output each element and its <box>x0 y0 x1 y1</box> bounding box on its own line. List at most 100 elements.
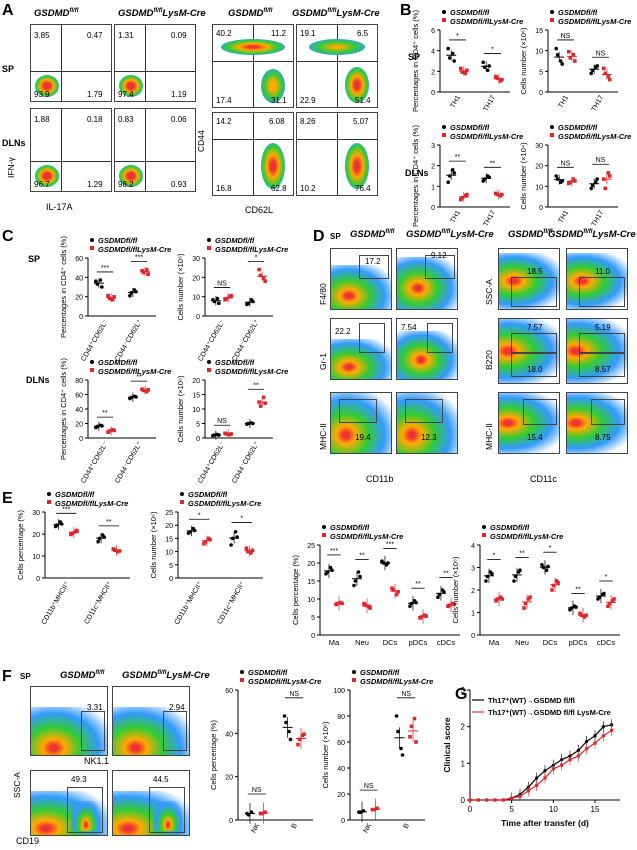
b-sp-num-legend-ctrl: GSDMDfl/fl <box>558 8 598 17</box>
e-right-num-point-ko <box>528 595 532 599</box>
e-right-pct-point-ko <box>368 606 372 610</box>
e-right-pct-ytick-label: 5 <box>311 615 315 622</box>
c-sp-num-legend-marker-ko <box>207 246 211 250</box>
e-left-num-ytick-label: 20 <box>165 523 173 530</box>
g-series-line-0 <box>470 724 612 801</box>
b-sp-num-point-ctrl <box>560 62 564 66</box>
g-series-line-1 <box>470 729 612 801</box>
e-left-pct-point-ko <box>111 547 116 551</box>
c-dln-pct-legend-ctrl: GSDMDfl/fl <box>98 358 138 367</box>
e-right-pct-point-ko <box>362 601 366 606</box>
f-num-ylabel: Cells number (×10⁶) <box>321 721 330 789</box>
header-ctrl: GSDMDfl/fl <box>34 8 79 20</box>
e-right-num-xtick-label: DCs <box>543 638 558 647</box>
f-pct-ytick-label: 60 <box>225 688 233 695</box>
panel-letter-b: B <box>400 2 412 19</box>
c-sp-num-ytick-label: 20 <box>192 275 200 282</box>
g-point <box>468 798 472 802</box>
c-sp-num-point-ko <box>257 267 261 272</box>
b-sp-pct-point-ko <box>494 74 498 79</box>
c-dln-num-ylabel: Cells number (×10⁶) <box>176 375 185 443</box>
e-left-pct-ytick-label: 10 <box>32 554 40 561</box>
b-dln-pct-point-ko <box>494 191 498 196</box>
flow-plot-sp-ctrl: 3.85 0.47 93.9 1.79 <box>30 24 112 102</box>
c-dln-num-point-ctrl <box>211 433 215 438</box>
f-pct-sig-label: NS <box>252 787 262 794</box>
d-sp-label: SP <box>330 232 341 241</box>
d-y-mhcii-2: MHC-II <box>484 423 494 450</box>
g-point <box>601 734 605 738</box>
c-sp-num-sig-label: NS <box>217 281 227 288</box>
e-right-num-sig-label: ** <box>575 587 581 594</box>
e-right-pct-point-ctrl <box>328 565 333 570</box>
e-left-pct-legend-marker-ko <box>47 500 51 504</box>
c-dln-num-point-ko <box>261 395 266 400</box>
b-dln-pct-ytick-label: 3 <box>431 143 435 150</box>
b-sp-num-point-ko <box>567 49 571 54</box>
d-plot-mhcii-ctrl: 19.4 <box>330 392 392 454</box>
f-pct-point-ko <box>263 810 267 814</box>
d-plot-mhcii-cd11c-ko: 8.75 <box>566 392 628 454</box>
e-left-num-sig-label: * <box>198 512 201 519</box>
g-ytick-label: 1 <box>461 759 466 768</box>
e-right-num-point-ko <box>606 604 610 608</box>
g-point <box>476 798 480 802</box>
c-dln-pct-ytick-label: 40 <box>75 407 83 414</box>
c-dln-pct-xtick-label: CD44⁺CD62L⁻ <box>80 440 110 485</box>
row-label-dlns: DLNs <box>2 138 26 148</box>
c-sp-pct-point-ko <box>107 296 112 301</box>
b-dln-pct-point-ko <box>460 195 465 200</box>
e-right-num-sig-label: ** <box>519 551 525 558</box>
c-sp-num-legend-marker-ctrl <box>207 238 211 242</box>
b-sp-pct-sig-label: * <box>491 47 494 54</box>
c-dln-pct-ytick-label: 60 <box>75 393 83 400</box>
flow-plot-dln-ko: 0.83 0.06 98.2 0.93 <box>114 108 196 192</box>
b-sp-pct-ytick-label: 2 <box>431 69 435 76</box>
f-plot-nk-ctrl: 3.31 <box>30 686 108 756</box>
b-sp-pct-point-ko <box>465 68 469 73</box>
b-sp-num-sig-label: NS <box>596 50 606 57</box>
c-sp-num-legend-ctrl: GSDMDfl/fl <box>215 236 255 245</box>
g-point <box>560 763 564 767</box>
c-sp-num-xtick-label: CD44⁺CD62L⁻ <box>197 318 227 363</box>
b-sp-num-ylabel: Cells number (×10⁶) <box>519 27 528 95</box>
g-ylabel: Clinical score <box>442 717 452 773</box>
c-sp-num-legend-ko: GSDMDfl/flLysM-Cre <box>215 245 288 254</box>
c-dln-num-ytick-label: 20 <box>192 378 200 385</box>
e-left-pct-point-ctrl <box>96 539 100 544</box>
b-sp-num-xtick-label: TH1 <box>558 94 571 109</box>
b-sp-pct-ylabel: Percentages in CD4⁺ cells (%) <box>411 10 420 112</box>
c-sp-pct-point-ko <box>106 293 110 298</box>
e-right-pct-point-ctrl <box>356 570 361 574</box>
e-right-num-point-ctrl <box>602 591 606 596</box>
b-sp-num-point-ko <box>608 77 612 82</box>
b-sp-num-legend-marker-ko <box>550 18 554 22</box>
e-right-num-xtick-label: pDCs <box>569 638 588 647</box>
b-dln-num-point-ctrl <box>589 186 593 191</box>
f-num-point-ko <box>408 735 412 739</box>
e-right-num-point-ctrl <box>546 564 550 569</box>
panel-letter-e: E <box>2 490 13 507</box>
b-sp-pct-ytick-label: 4 <box>431 49 435 56</box>
e-right-num-sig-label: * <box>549 545 552 552</box>
b-dln-pct-ytick-label: 0 <box>431 205 435 212</box>
e-left-pct-sig-label: *** <box>62 506 70 513</box>
f-num-ytick-label: 0 <box>341 818 345 825</box>
e-right-num-point-ctrl <box>512 579 516 583</box>
e-right-pct-sig-label: *** <box>386 542 394 549</box>
b-sp-num-point-ko <box>606 74 611 79</box>
c-sp-pct-xtick-label: CD44⁺CD62L⁻ <box>80 318 110 363</box>
e-left-num-ytick-label: 25 <box>165 510 173 517</box>
b-dln-num-point-ko <box>567 181 571 186</box>
e-left-pct-point-ko <box>69 532 73 537</box>
g-point <box>601 725 605 729</box>
b-sp-pct-point-ctrl <box>485 68 490 73</box>
e-right-pct-point-ctrl <box>358 574 362 579</box>
c-sp-pct-legend-ko: GSDMDfl/flLysM-Cre <box>98 245 171 254</box>
e-right-pct-ytick-label: 10 <box>307 597 315 604</box>
c-sp-num-point-ctrl <box>251 299 255 304</box>
e-right-num-xtick-label: cDCs <box>597 638 616 647</box>
b-row-dlns: DLNs <box>405 168 429 178</box>
c-dln-num-legend-marker-ko <box>207 368 211 372</box>
